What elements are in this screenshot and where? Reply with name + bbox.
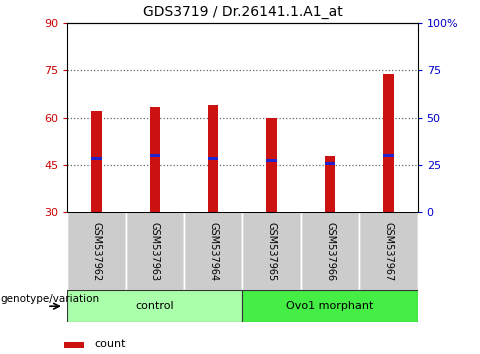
Bar (242, 290, 418, 322)
Text: count: count (95, 339, 126, 349)
Bar (150, 154, 160, 157)
Bar (383, 74, 394, 212)
Title: GDS3719 / Dr.26141.1.A1_at: GDS3719 / Dr.26141.1.A1_at (143, 5, 342, 19)
Text: GSM537962: GSM537962 (91, 222, 101, 281)
Bar (91, 112, 102, 212)
Text: Ovo1 morphant: Ovo1 morphant (286, 301, 374, 311)
Text: genotype/variation: genotype/variation (0, 294, 99, 304)
Bar (325, 156, 335, 212)
Bar (325, 162, 335, 165)
Bar (266, 159, 277, 162)
Text: GSM537967: GSM537967 (384, 222, 394, 281)
Bar (91, 157, 102, 160)
Bar (266, 118, 277, 212)
Text: GSM537963: GSM537963 (150, 222, 160, 281)
Bar (184, 212, 242, 290)
Text: control: control (135, 301, 174, 311)
Bar (67, 290, 242, 322)
Bar (208, 105, 218, 212)
Text: GSM537965: GSM537965 (266, 222, 276, 281)
Bar (126, 212, 184, 290)
Bar (359, 212, 418, 290)
Text: GSM537964: GSM537964 (208, 222, 218, 281)
Bar (301, 212, 359, 290)
Bar (150, 107, 160, 212)
Text: GSM537966: GSM537966 (325, 222, 335, 281)
Bar (383, 154, 394, 157)
Bar (64, 342, 84, 348)
Bar (208, 157, 218, 160)
Bar (67, 212, 126, 290)
Bar (242, 212, 301, 290)
